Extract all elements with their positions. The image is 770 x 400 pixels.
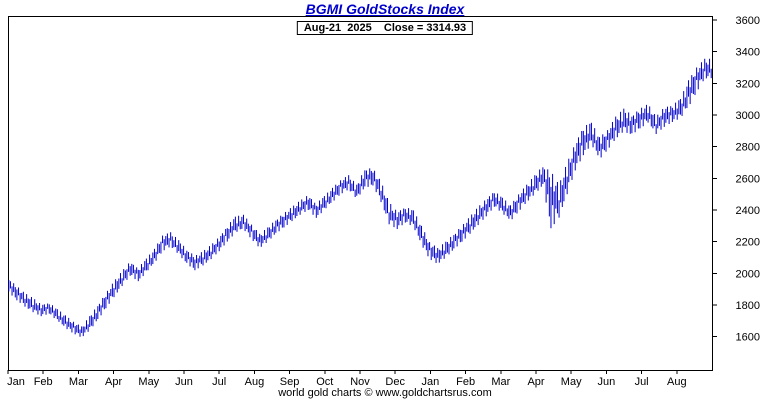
y-axis-label: 2400	[736, 205, 760, 217]
x-axis-label: Oct	[316, 376, 333, 388]
y-axis-label: 2600	[736, 173, 760, 185]
chart-subtitle: Aug-21 2025 Close = 3314.93	[296, 21, 474, 35]
chart-title: BGMI GoldStocks Index	[305, 1, 465, 17]
x-axis-label: Nov	[350, 376, 370, 388]
x-axis-label: Jan	[7, 376, 25, 388]
x-axis-label: Aug	[245, 376, 265, 388]
x-axis-label: Sep	[280, 376, 300, 388]
y-axis-label: 3000	[736, 110, 760, 122]
y-axis-label: 3600	[736, 15, 760, 27]
y-axis-label: 3200	[736, 78, 760, 90]
x-axis-label: Apr	[105, 376, 122, 388]
x-axis-label: May	[561, 376, 582, 388]
chart-footer: world gold charts © www.goldchartsrus.co…	[278, 387, 492, 399]
x-axis-label: Jul	[635, 376, 649, 388]
x-axis-label: Jun	[175, 376, 193, 388]
x-axis-label: Feb	[456, 376, 475, 388]
x-axis-label: Jun	[598, 376, 616, 388]
y-axis-label: 2800	[736, 142, 760, 154]
y-axis-label: 3400	[736, 47, 760, 59]
y-axis-label: 1800	[736, 300, 760, 312]
x-axis-label: May	[138, 376, 159, 388]
x-axis-label: Mar	[69, 376, 88, 388]
x-axis-label: Apr	[527, 376, 544, 388]
y-axis-label: 2000	[736, 268, 760, 280]
x-axis-label: Jan	[422, 376, 440, 388]
x-axis-label: Jul	[212, 376, 226, 388]
y-axis-label: 2200	[736, 237, 760, 249]
x-axis-label: Dec	[385, 376, 405, 388]
x-axis-label: Feb	[34, 376, 53, 388]
x-axis-label: Mar	[491, 376, 510, 388]
x-axis-label: Aug	[667, 376, 687, 388]
y-axis-label: 1600	[736, 332, 760, 344]
